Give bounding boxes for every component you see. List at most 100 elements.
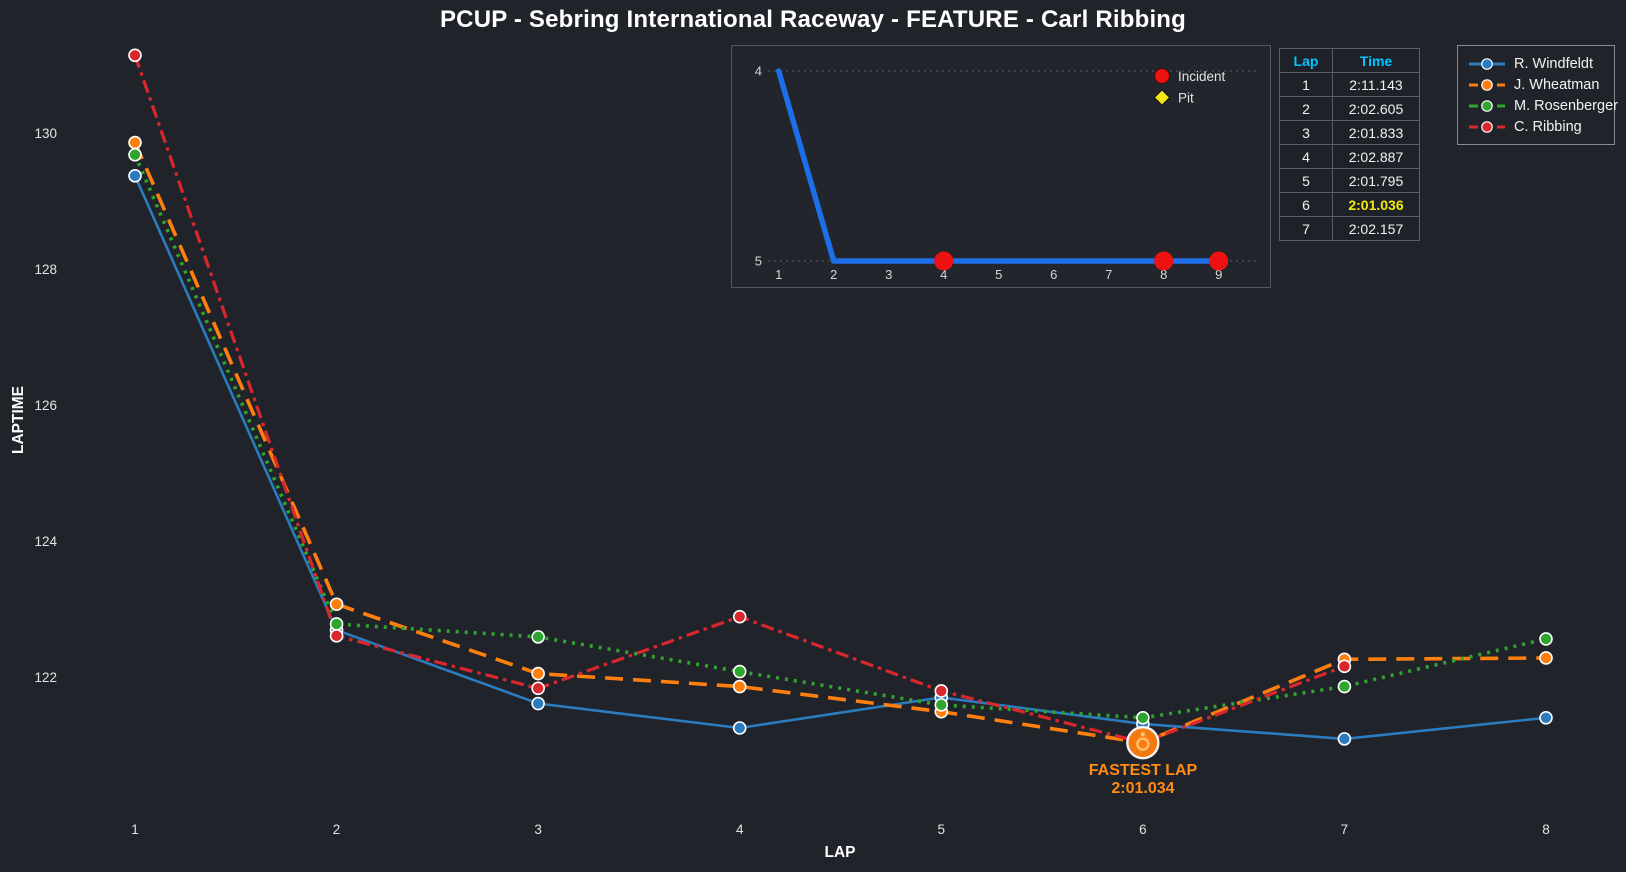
x-tick-label: 8 [1542,822,1550,837]
x-tick-label: 3 [534,822,542,837]
legend-driver-name: M. Rosenberger [1514,97,1618,114]
data-point [531,681,545,696]
x-tick-label: 1 [131,822,139,837]
inset-y-tick-label: 5 [755,254,762,269]
inset-x-tick-label: 8 [1160,267,1167,282]
legend-driver-name: C. Ribbing [1514,118,1582,135]
series-line-m-rosenberger [133,154,1547,720]
inset-x-tick-label: 4 [940,267,947,282]
laptime-row: 5 2:01.795 [1279,168,1420,193]
lap-time-cell: 2:02.157 [1332,216,1420,241]
legend-item-r-windfeldt: R. Windfeldt [1468,53,1604,74]
laptime-row: 2 2:02.605 [1279,96,1420,121]
lap-time-cell: 2:11.143 [1332,72,1420,97]
data-point [1337,679,1352,694]
fastest-lap-label: FASTEST LAP [1089,762,1198,779]
x-tick-label: 5 [938,822,946,837]
y-axis-title: LAPTIME [10,386,27,454]
laptime-table: Lap Time 1 2:11.143 2 2:02.605 3 2:01.833 4 2:02… [1279,48,1420,241]
inset-y-tick-label: 4 [755,64,762,79]
incident-marker [1154,251,1174,271]
stopwatch-icon [1141,732,1145,737]
inset-x-tick-label: 2 [830,267,837,282]
legend-line-icon [1469,78,1505,91]
data-point [1337,732,1352,746]
lap-number-cell: 7 [1279,216,1333,241]
y-tick-label: 124 [34,534,57,549]
legend-marker [1481,120,1493,133]
data-point [329,617,344,631]
data-point [531,666,545,681]
data-point [732,679,747,694]
data-point [128,135,142,150]
legend-item-m-rosenberger: M. Rosenberger [1468,95,1618,116]
inset-x-tick-label: 6 [1050,267,1057,282]
lap-time-cell: 2:02.887 [1332,144,1420,169]
data-point [1539,710,1553,725]
y-tick-label: 126 [34,398,57,413]
series-line-j-wheatman [133,141,1547,745]
incident-marker [934,251,954,271]
data-point [732,609,747,624]
data-point [128,147,142,162]
fastest-lap-marker [1126,725,1160,760]
data-point [531,696,545,711]
drivers-legend: R. Windfeldt J. Wheatman M. Rosenberger C. … [1457,45,1618,145]
laptime-row: 1 2:11.143 [1279,72,1420,97]
incident-legend-label: Incident [1178,69,1226,84]
data-point [732,664,747,679]
legend-marker [1481,57,1493,70]
laptime-row: 7 2:02.157 [1279,216,1420,241]
legend-line-icon [1469,99,1505,112]
lap-time-cell: 2:01.795 [1332,168,1420,193]
legend-driver-name: R. Windfeldt [1514,55,1593,72]
page-title: PCUP - Sebring International Raceway - F… [439,6,1187,33]
pit-legend-icon [1153,88,1171,107]
inset-x-tick-label: 1 [775,267,782,282]
position-chart-panel: 4 5 1 2 3 4 5 6 7 8 9 Incident Pit [731,45,1271,288]
data-point [329,629,344,643]
inset-x-tick-label: 9 [1215,267,1222,282]
fastest-lap-annotation [1126,725,1160,760]
lap-number-cell: 4 [1279,144,1333,169]
stopwatch-icon [1136,737,1150,751]
incident-marker [1209,251,1229,271]
laptime-row: 4 2:02.887 [1279,144,1420,169]
laptime-table-header: Lap Time [1279,48,1420,73]
legend-marker [1481,99,1493,112]
data-point [329,597,344,612]
legend-driver-name: J. Wheatman [1514,76,1600,93]
data-point [1136,710,1150,725]
data-point [531,630,545,644]
laptime-row: 3 2:01.833 [1279,120,1420,145]
incident-legend-icon [1154,68,1170,84]
lap-number-cell: 6 [1279,192,1333,217]
data-point [128,48,142,63]
y-tick-label: 130 [34,126,57,141]
lap-time-cell: 2:02.605 [1332,96,1420,121]
lap-number-cell: 1 [1279,72,1333,97]
x-tick-label: 2 [333,822,341,837]
pit-legend-label: Pit [1178,91,1194,106]
legend-marker [1481,78,1493,91]
data-point [934,684,949,698]
lap-number-cell: 3 [1279,120,1333,145]
fastest-lap-time: 2:01.034 [1111,780,1174,797]
inset-x-tick-label: 7 [1105,267,1112,282]
time-column-header: Time [1332,48,1420,73]
y-tick-label: 122 [34,670,57,685]
lap-time-cell: 2:01.833 [1332,120,1420,145]
lap-time-cell: 2:01.036 [1332,192,1420,217]
x-tick-label: 6 [1139,822,1147,837]
lap-column-header: Lap [1279,48,1333,73]
lap-number-cell: 2 [1279,96,1333,121]
y-tick-label: 128 [34,262,57,277]
data-point [1337,659,1352,674]
legend-item-j-wheatman: J. Wheatman [1468,74,1604,95]
inset-x-tick-label: 3 [885,267,892,282]
data-point [128,169,142,183]
